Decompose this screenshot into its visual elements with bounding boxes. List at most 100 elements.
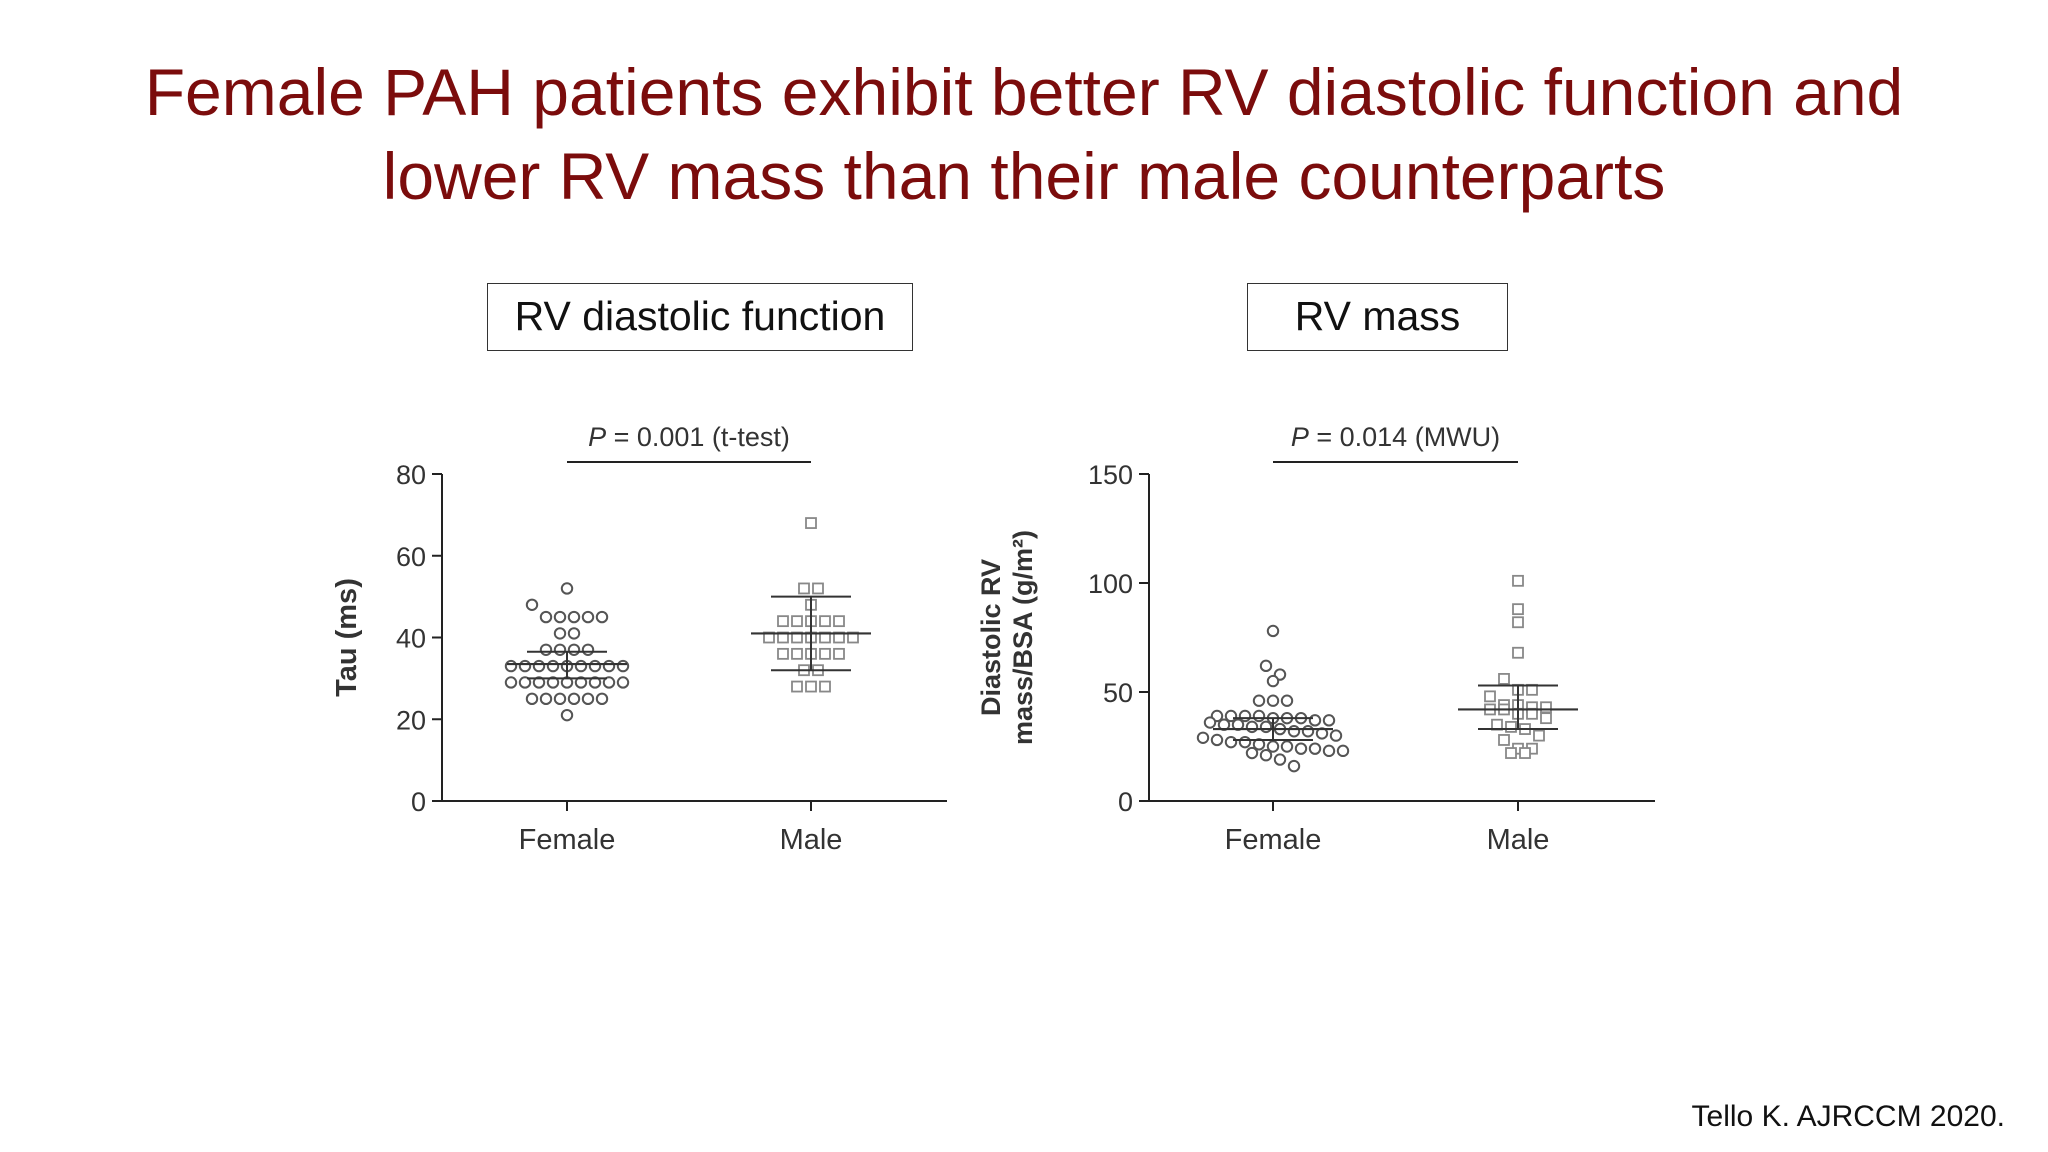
slide-title: Female PAH patients exhibit better RV di…: [0, 50, 2048, 218]
data-point-female: [1245, 720, 1259, 734]
data-point-female: [1329, 729, 1343, 742]
data-point-male: [1505, 720, 1517, 733]
data-point-female: [525, 692, 539, 706]
x-tick-label-male: Male: [1487, 824, 1550, 856]
data-point-male: [1498, 734, 1510, 746]
data-point-male: [1512, 616, 1524, 629]
data-point-female: [1266, 740, 1280, 753]
data-point-female: [1245, 746, 1259, 760]
data-point-male: [1512, 574, 1524, 587]
data-point-male: [1498, 673, 1510, 685]
data-point-female: [588, 659, 602, 673]
data-point-female: [602, 659, 616, 673]
data-point-female: [504, 676, 518, 689]
slide-title-line-1: Female PAH patients exhibit better RV di…: [144, 55, 1904, 129]
data-point-female: [1259, 749, 1273, 762]
data-point-male: [819, 647, 831, 660]
p-value-annotation: P = 0.001 (t-test): [588, 422, 790, 452]
y-tick-label: 0: [411, 787, 426, 817]
data-point-female: [1280, 694, 1294, 707]
y-tick-label: 20: [396, 705, 426, 735]
data-point-male: [1540, 701, 1552, 714]
data-point-male: [812, 582, 824, 595]
data-point-female: [553, 643, 567, 656]
data-point-female: [504, 659, 518, 673]
data-point-male: [1540, 712, 1552, 725]
p-value-annotation: P = 0.014 (MWU): [1291, 422, 1500, 452]
data-point-female: [532, 659, 546, 673]
slide-title-line-2: lower RV mass than their male counterpar…: [382, 139, 1666, 213]
data-point-male: [833, 647, 845, 660]
y-axis-label-line-1: Diastolic RV: [980, 559, 1006, 716]
data-point-female: [1287, 759, 1301, 773]
rv-mass-chart: 0 50 100 150 Female Male Diastolic RV mass/BSA …: [980, 422, 1655, 856]
y-tick-label: 0: [1118, 787, 1133, 817]
data-point-male: [791, 615, 803, 628]
y-tick-label: 80: [396, 460, 426, 490]
data-point-male: [1484, 690, 1496, 703]
y-axis-label-line-2: mass/BSA (g/m²): [1008, 530, 1038, 745]
data-point-female: [581, 610, 595, 624]
data-point-female: [567, 627, 581, 640]
data-point-female: [1280, 740, 1294, 753]
data-point-male: [777, 615, 789, 628]
data-point-male: [798, 582, 810, 595]
x-tick-label-female: Female: [1225, 824, 1322, 856]
y-tick-label: 100: [1088, 569, 1133, 599]
data-point-male: [1519, 747, 1531, 759]
data-point-male: [777, 647, 789, 660]
data-point-male: [805, 680, 817, 693]
data-point-female: [1238, 735, 1252, 749]
data-point-female: [567, 692, 581, 706]
data-point-female: [1273, 753, 1287, 766]
data-point-female: [1266, 674, 1280, 688]
data-point-female: [1210, 733, 1224, 747]
data-point-male: [819, 615, 831, 628]
citation: Tello K. AJRCCM 2020.: [1691, 1100, 2005, 1133]
y-tick-label: 150: [1088, 460, 1133, 490]
data-point-female: [539, 610, 553, 624]
data-point-female: [588, 676, 602, 689]
y-tick-label: 40: [396, 624, 426, 654]
data-point-male: [1512, 646, 1524, 659]
data-point-female: [1252, 694, 1266, 707]
data-point-female: [532, 676, 546, 689]
data-point-male: [791, 680, 803, 693]
data-point-female: [595, 692, 609, 706]
data-point-female: [1322, 714, 1336, 727]
data-point-female: [1308, 742, 1322, 755]
y-tick-label: 50: [1103, 678, 1133, 708]
data-point-female: [616, 659, 630, 673]
data-point-female: [616, 676, 630, 689]
data-point-male: [833, 615, 845, 628]
rv-diastolic-function-label: RV diastolic function: [487, 283, 913, 351]
data-point-female: [1301, 725, 1315, 738]
data-point-female: [1196, 731, 1210, 744]
data-point-female: [518, 659, 532, 673]
data-point-female: [1322, 744, 1336, 758]
data-point-female: [574, 659, 588, 673]
data-point-male: [805, 517, 817, 529]
data-point-female: [595, 610, 609, 624]
data-point-female: [525, 598, 539, 612]
x-tick-label-male: Male: [780, 824, 843, 856]
y-axis-label: Tau (ms): [331, 578, 363, 697]
data-point-female: [567, 610, 581, 624]
data-point-female: [1266, 694, 1280, 707]
data-point-female: [581, 643, 595, 656]
data-point-female: [1224, 735, 1238, 749]
data-point-female: [1266, 624, 1280, 638]
data-point-male: [1505, 747, 1517, 759]
data-point-female: [1308, 714, 1322, 727]
data-point-female: [539, 643, 553, 656]
data-point-female: [567, 643, 581, 656]
y-tick-label: 60: [396, 542, 426, 572]
data-point-female: [546, 676, 560, 689]
data-point-female: [574, 676, 588, 689]
data-point-male: [1533, 729, 1545, 742]
data-point-female: [560, 582, 574, 595]
data-point-female: [546, 659, 560, 673]
data-point-female: [560, 708, 574, 722]
x-tick-label-female: Female: [519, 824, 616, 856]
data-point-female: [1252, 709, 1266, 723]
